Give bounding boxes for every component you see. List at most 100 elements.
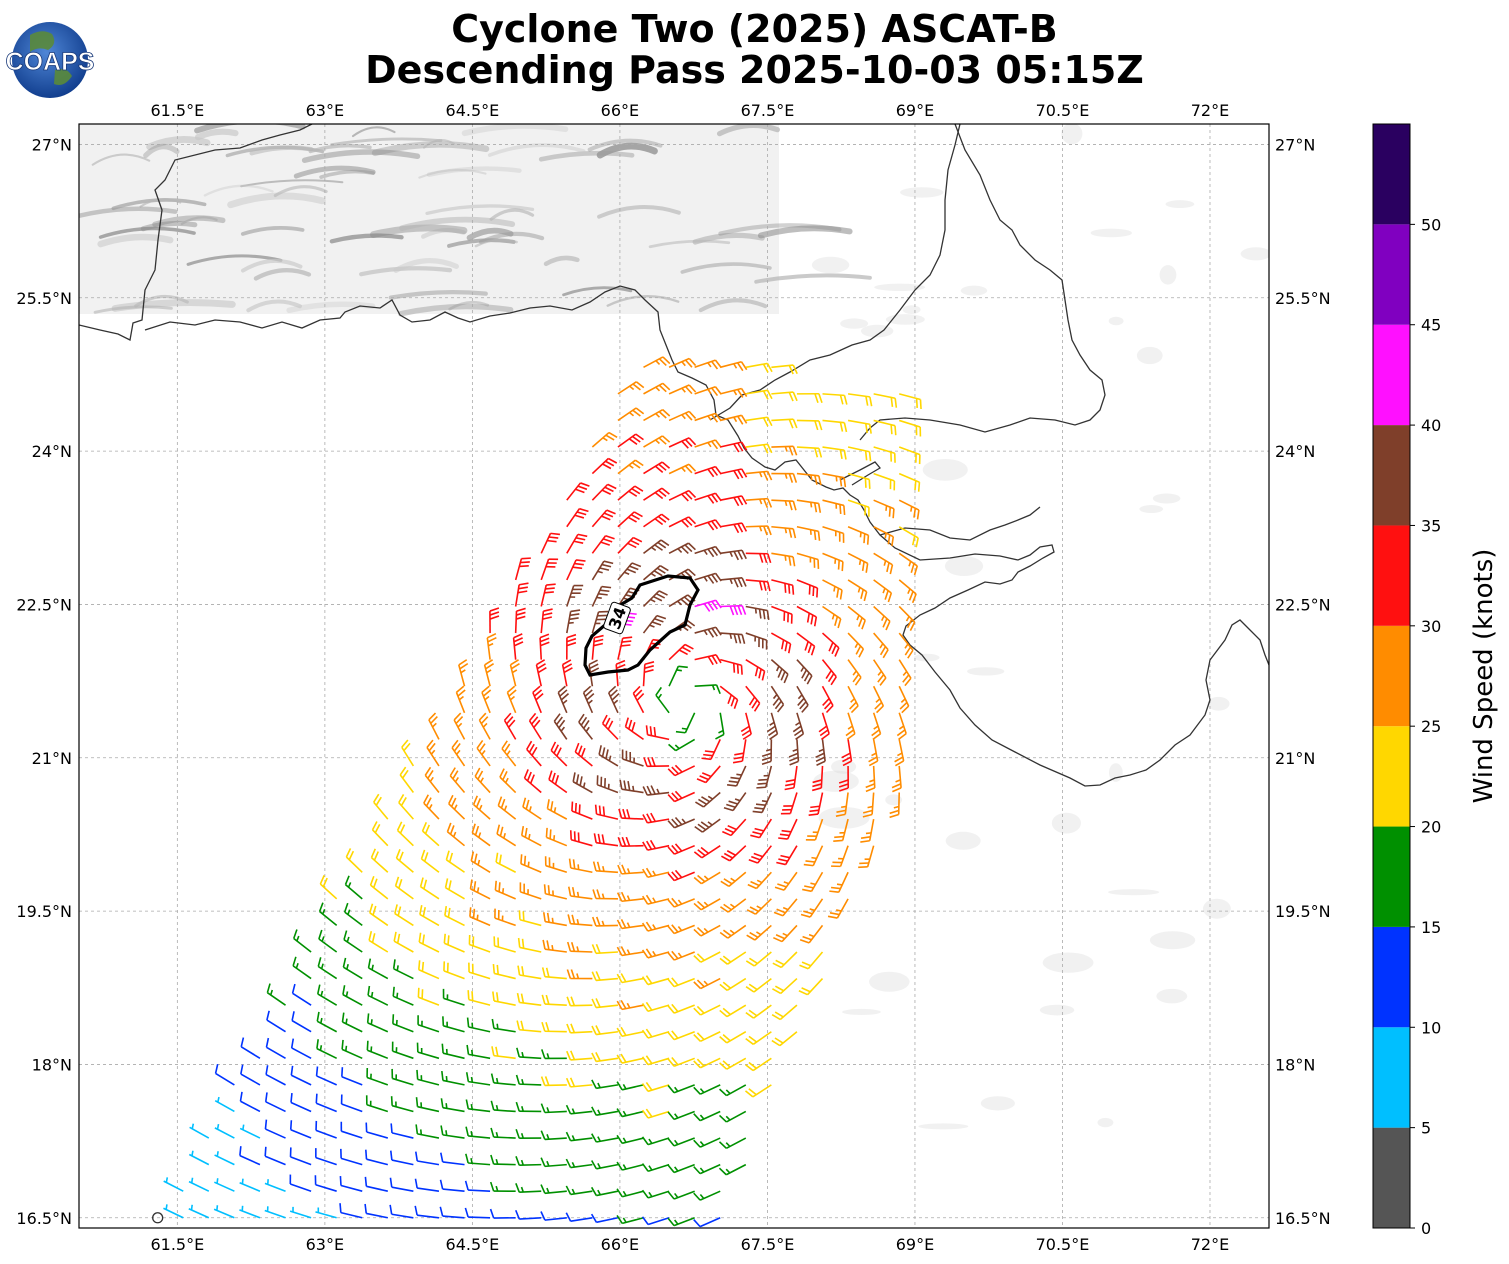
wind-barb xyxy=(822,472,847,488)
lat-tick-label-left: 24°N xyxy=(32,442,72,461)
wind-barb xyxy=(719,977,747,992)
wind-barb xyxy=(465,1099,491,1113)
satellite-cloud-layer xyxy=(79,124,1269,1130)
wind-barbs xyxy=(152,356,922,1228)
wind-barb xyxy=(668,665,688,687)
wind-barb xyxy=(318,902,338,927)
wind-barb xyxy=(494,908,516,927)
wind-barb xyxy=(773,924,798,943)
colorbar-tick-label: 40 xyxy=(1421,416,1441,435)
wind-barb xyxy=(369,875,389,900)
wind-barb xyxy=(439,1179,465,1192)
wind-barb xyxy=(771,499,797,511)
wind-barb xyxy=(163,1177,184,1192)
wind-barb xyxy=(745,977,772,993)
wind-barb xyxy=(771,391,798,402)
wind-barb xyxy=(889,792,901,819)
wind-barb xyxy=(265,1037,286,1060)
colorbar-tick-label: 5 xyxy=(1421,1119,1431,1138)
wind-barb xyxy=(862,792,875,818)
wind-barb xyxy=(745,605,770,621)
wind-barb xyxy=(464,1207,491,1219)
wind-barb xyxy=(520,825,542,847)
wind-barb xyxy=(444,878,465,900)
wind-barb xyxy=(416,1042,440,1060)
wind-barb xyxy=(796,499,822,513)
wind-barb xyxy=(693,1163,721,1175)
wind-barb xyxy=(675,712,696,734)
wind-barb xyxy=(264,1206,286,1219)
colorbar-band-10 xyxy=(1373,124,1410,225)
wind-barb xyxy=(796,392,823,404)
wind-barb xyxy=(418,932,440,953)
wind-barb xyxy=(641,1028,670,1039)
wind-barb xyxy=(822,446,847,460)
wind-barb xyxy=(341,1039,363,1060)
wind-barb xyxy=(512,633,524,660)
wind-barb xyxy=(693,924,721,937)
border-india xyxy=(859,124,1106,441)
wind-barb xyxy=(213,1178,235,1192)
wind-barb xyxy=(766,712,779,740)
wind-barb xyxy=(693,845,721,859)
wind-barb xyxy=(550,741,568,767)
chart-title-line2: Descending Pass 2025-10-03 05:15Z xyxy=(365,48,1144,92)
wind-barb xyxy=(489,607,500,634)
wind-barb xyxy=(693,1057,721,1069)
wind-barb xyxy=(289,1174,312,1192)
colorbar-tick-label: 0 xyxy=(1421,1219,1431,1238)
wind-barb xyxy=(668,489,697,502)
wind-barb xyxy=(748,845,772,864)
wind-barb xyxy=(641,1163,670,1172)
wind-barb xyxy=(399,766,415,794)
wind-barb xyxy=(796,552,820,569)
river-indus xyxy=(709,124,961,421)
wind-barb xyxy=(566,969,593,980)
wind-barb xyxy=(858,845,875,869)
wind-barb xyxy=(847,499,870,517)
wind-barb xyxy=(371,821,389,847)
wind-barb xyxy=(667,764,696,777)
wind-barb xyxy=(266,983,286,1006)
wind-barb xyxy=(872,659,887,686)
wind-barb xyxy=(515,1128,542,1140)
wind-barb xyxy=(458,659,469,687)
wind-barb xyxy=(616,973,644,984)
lon-tick-label-top: 64.5°E xyxy=(446,101,500,120)
wind-barb xyxy=(591,1106,619,1116)
wind-barb xyxy=(721,845,747,862)
wind-barb xyxy=(873,419,897,436)
wind-barb xyxy=(592,861,618,874)
wind-barb xyxy=(419,905,440,927)
wind-barb xyxy=(455,685,466,714)
wind-barb xyxy=(520,854,542,874)
wind-barb xyxy=(526,740,542,767)
logo-text: COAPS xyxy=(6,48,95,76)
wind-barb xyxy=(240,1037,261,1059)
wind-barb xyxy=(745,525,772,536)
wind-barb xyxy=(808,792,824,816)
wind-barb xyxy=(515,1156,542,1167)
wind-barb xyxy=(540,1103,567,1114)
wind-barb xyxy=(319,875,338,900)
wind-barb xyxy=(366,1068,389,1086)
wind-barb xyxy=(693,1031,721,1043)
wind-barb xyxy=(389,1177,414,1192)
wind-barb xyxy=(668,357,697,369)
wind-barb xyxy=(898,659,912,687)
wind-barb xyxy=(719,924,747,939)
wind-barb xyxy=(540,1211,567,1221)
wind-barb xyxy=(515,1101,542,1113)
wind-barb xyxy=(532,685,544,714)
wind-barb xyxy=(489,1181,516,1192)
coastline-kutch xyxy=(839,461,881,486)
wind-barb xyxy=(495,852,517,873)
wind-barb xyxy=(796,659,813,685)
wind-barb xyxy=(515,1183,542,1193)
wind-barb xyxy=(642,812,670,824)
wind-barb xyxy=(366,1013,389,1033)
wind-barb xyxy=(391,1068,414,1086)
wind-barb xyxy=(491,1018,516,1033)
wind-barb xyxy=(632,685,645,714)
wind-barb xyxy=(339,1203,363,1219)
